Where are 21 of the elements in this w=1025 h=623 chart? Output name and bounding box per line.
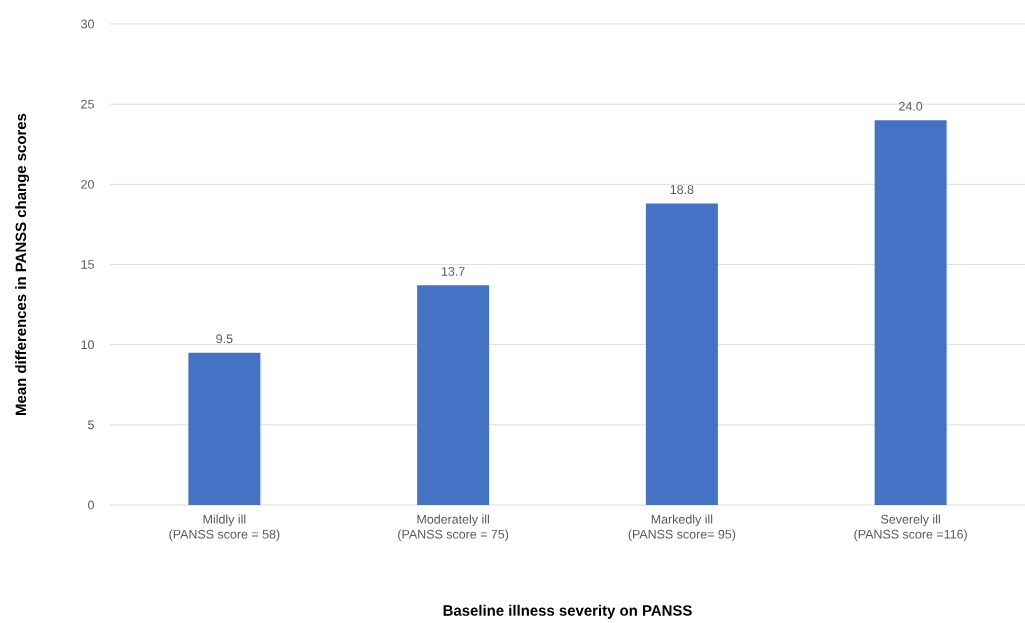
y-tick-label: 30 <box>81 19 94 29</box>
y-axis-title: Mean differences in PANSS change scores <box>15 113 30 415</box>
y-tick-label: 5 <box>88 420 94 430</box>
y-tick-label: 0 <box>88 500 94 510</box>
bar <box>874 120 947 505</box>
data-label: 9.5 <box>216 334 233 344</box>
data-label: 18.8 <box>670 185 694 195</box>
x-tick-label: Severely ill (PANSS score =116) <box>854 514 967 542</box>
y-tick-label: 10 <box>81 340 94 350</box>
y-tick-label: 15 <box>81 260 94 269</box>
data-label: 13.7 <box>441 267 465 276</box>
bar <box>645 203 718 505</box>
y-tick-label: 20 <box>81 179 94 189</box>
y-tick-label: 25 <box>81 99 94 109</box>
bar <box>188 352 261 505</box>
x-axis-title: Baseline illness severity on PANSS <box>443 604 692 619</box>
x-tick-label: Moderately ill (PANSS score = 75) <box>398 514 509 542</box>
data-label: 24.0 <box>899 101 923 111</box>
x-tick-label: Mildly ill (PANSS score = 58) <box>169 514 280 542</box>
x-tick-label: Markedly ill (PANSS score= 95) <box>628 514 736 542</box>
bar <box>417 285 490 505</box>
